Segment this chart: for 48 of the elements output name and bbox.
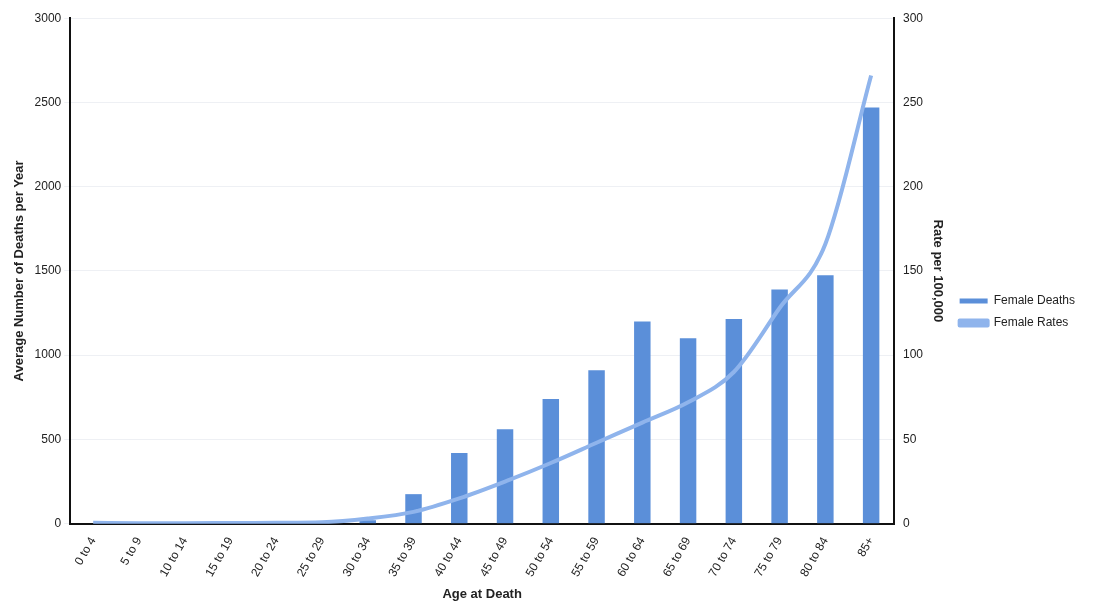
bar	[679, 338, 697, 524]
x-tick-label: 85+	[854, 534, 877, 560]
y-tick-label: 0	[54, 515, 62, 530]
bar	[862, 107, 880, 524]
bar	[588, 370, 605, 524]
y2-tick-label: 100	[903, 347, 924, 362]
bar	[496, 429, 514, 524]
y-tick-label: 3000	[34, 10, 62, 25]
line-series	[91, 73, 874, 524]
legend-label: Female Deaths	[993, 293, 1076, 308]
y2-tick-label: 200	[903, 178, 924, 193]
y-tick-label: 500	[41, 431, 62, 446]
y-tick-label: 1000	[34, 347, 62, 362]
x-tick-label: 75 to 79	[751, 534, 786, 579]
x-tick-label: 15 to 19	[202, 534, 237, 579]
x-tick-label: 70 to 74	[705, 534, 740, 579]
bar	[817, 275, 834, 524]
legend-label: Female Rates	[993, 315, 1069, 330]
y2-tick-label: 50	[903, 431, 917, 446]
x-tick-label: 65 to 69	[659, 534, 694, 579]
bar	[451, 452, 468, 524]
x-tick-label: 50 to 54	[522, 534, 557, 579]
bar	[771, 289, 788, 524]
x-tick-label: 45 to 49	[476, 534, 511, 579]
x-tick-label: 5 to 9	[117, 534, 145, 568]
y2-tick-label: 0	[903, 515, 911, 530]
y-tick-label: 1500	[34, 263, 62, 278]
x-tick-label: 40 to 44	[430, 534, 465, 579]
y-axis-title: Average Number of Deaths per Year	[11, 160, 27, 382]
y-tick-label: 2500	[34, 94, 62, 109]
x-tick-label: 25 to 29	[293, 534, 328, 579]
x-tick-label: 55 to 59	[568, 534, 603, 579]
x-tick-label: 10 to 14	[156, 534, 191, 579]
bar	[542, 398, 560, 524]
bar	[634, 321, 651, 524]
x-tick-label: 0 to 4	[71, 534, 99, 568]
x-tick-label: 80 to 84	[797, 534, 831, 579]
x-tick-label: 30 to 34	[339, 534, 374, 579]
bar	[725, 318, 743, 524]
y-tick-label: 2000	[34, 178, 62, 193]
x-tick-label: 20 to 24	[247, 534, 282, 579]
x-axis-title: Age at Death	[442, 585, 522, 601]
x-tick-label: 35 to 39	[385, 534, 420, 579]
y2-tick-label: 300	[903, 10, 924, 25]
x-tick-label: 60 to 64	[614, 534, 648, 579]
y2-tick-label: 250	[903, 94, 924, 109]
y2-axis-title: Rate per 100,000	[931, 219, 947, 323]
y2-tick-label: 150	[903, 263, 924, 278]
